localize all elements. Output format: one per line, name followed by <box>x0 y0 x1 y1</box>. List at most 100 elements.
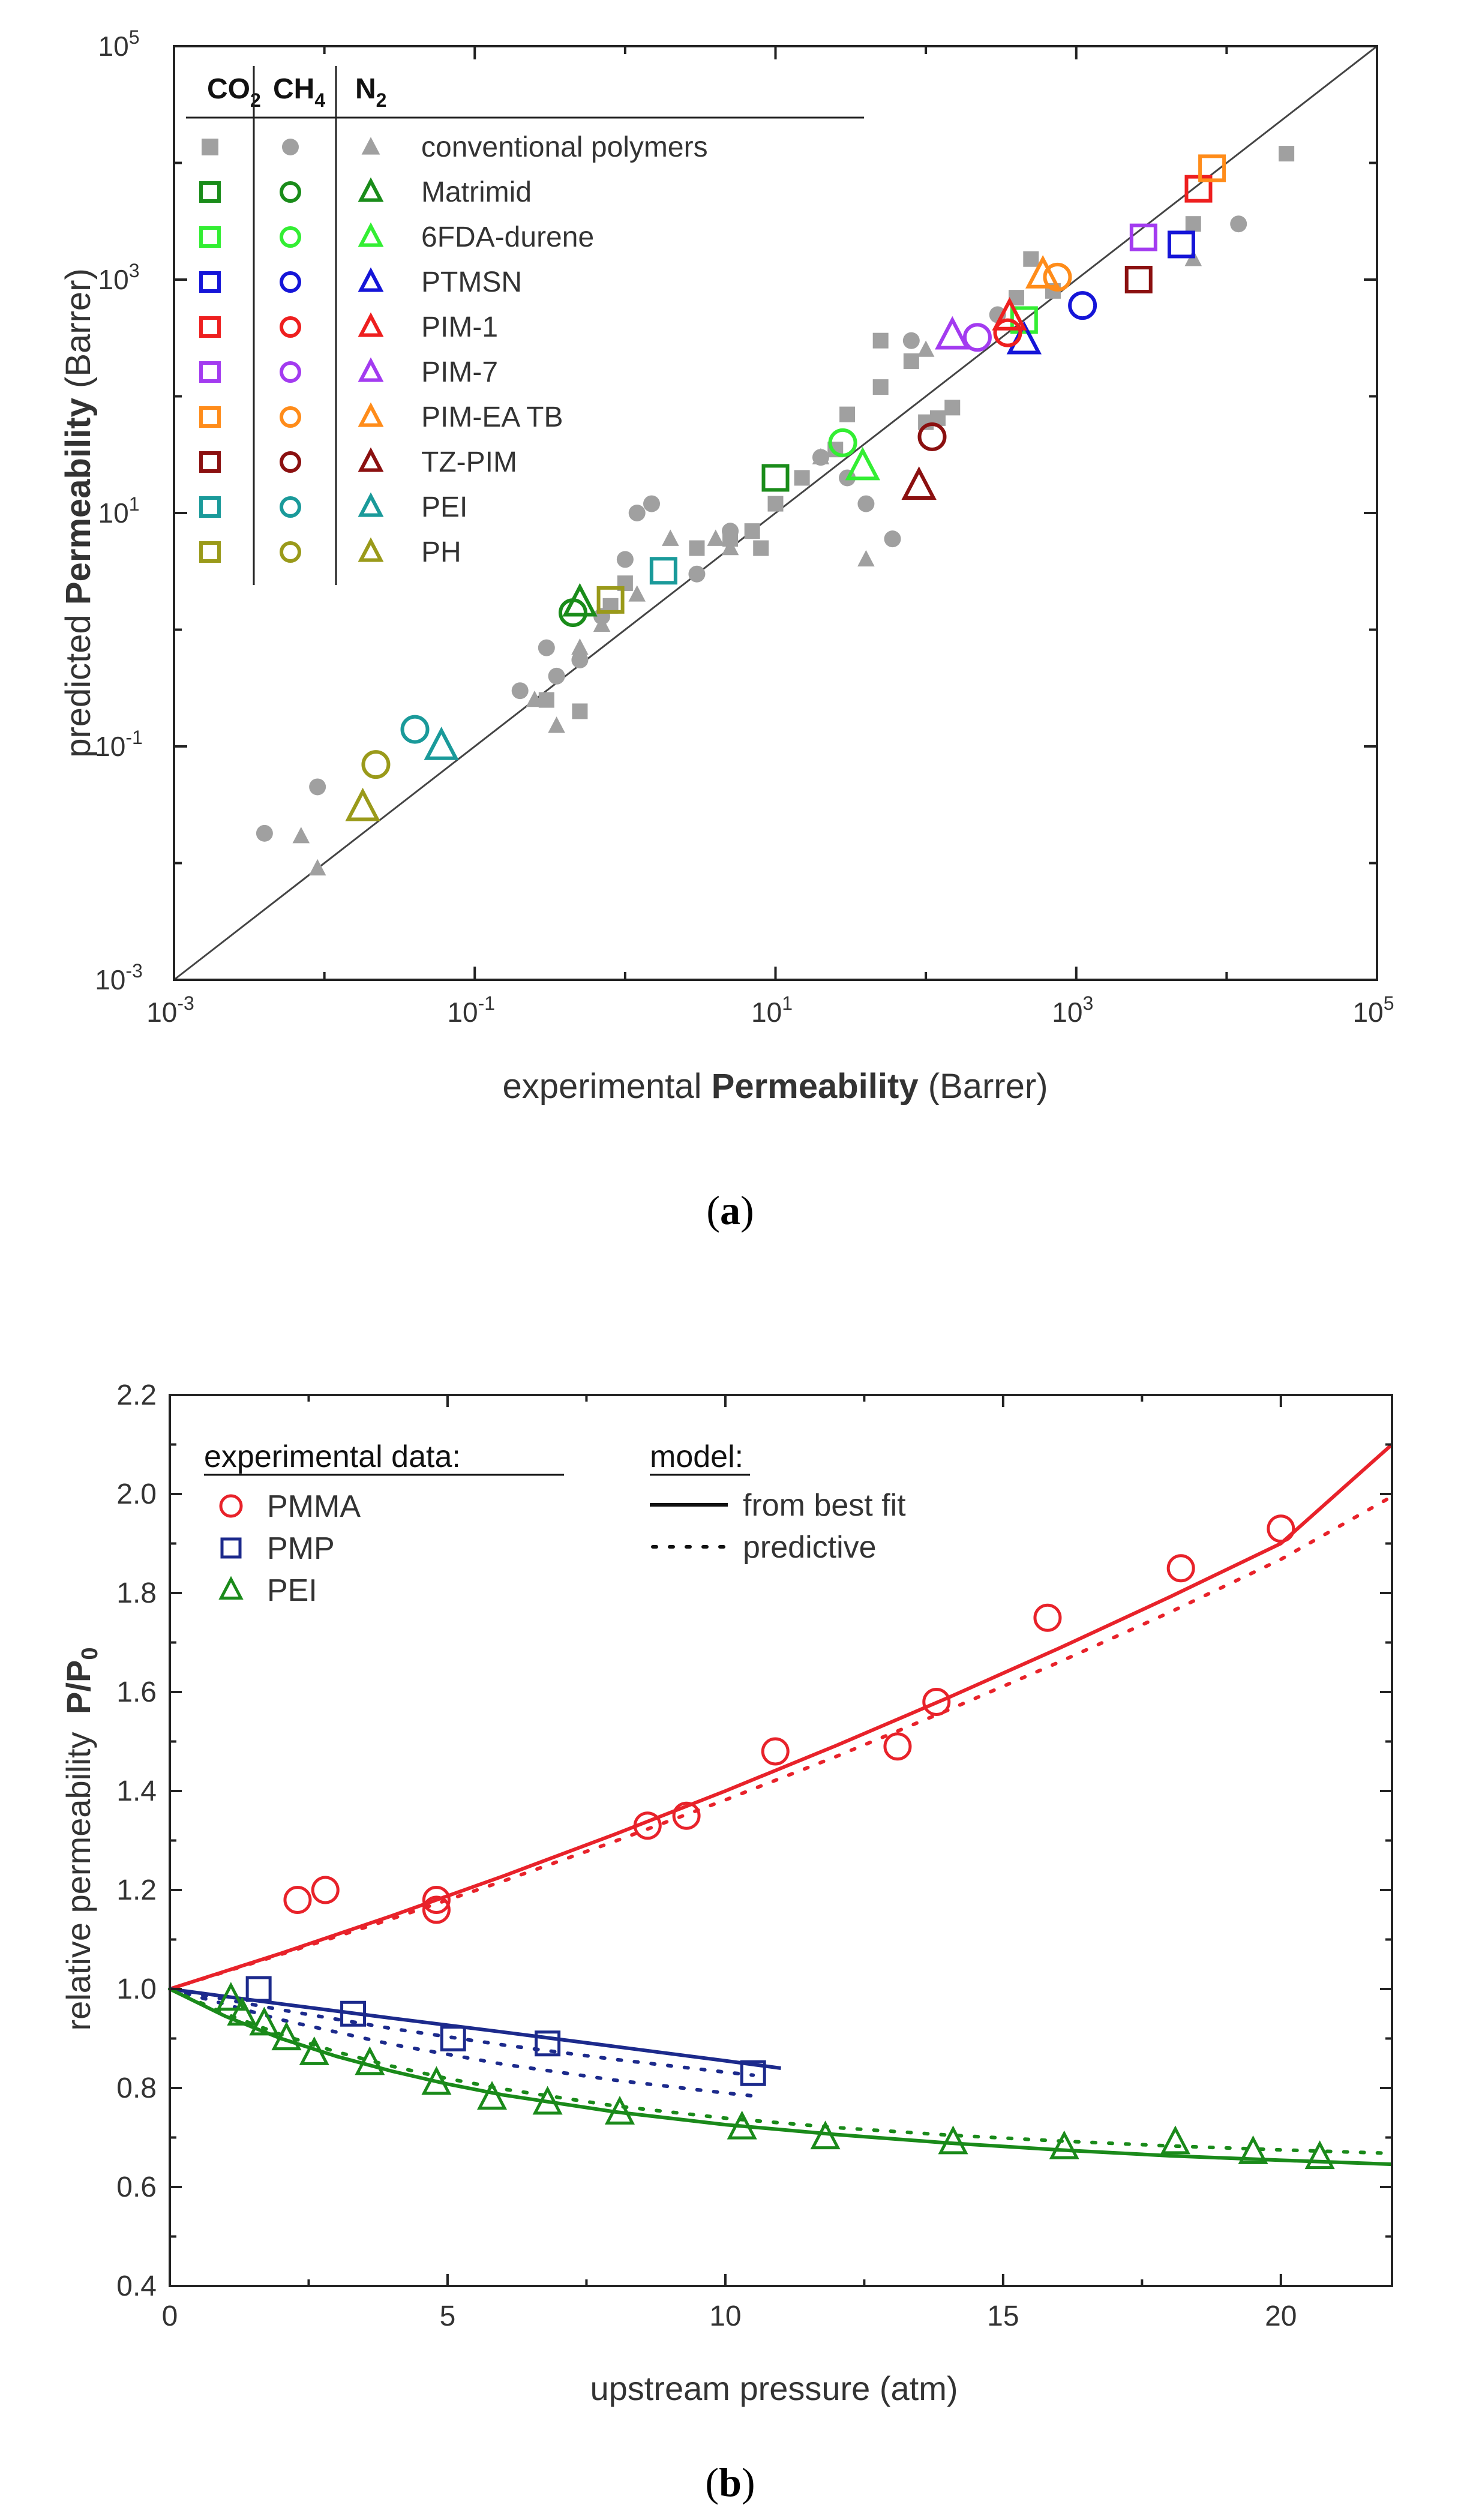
y-tick-label: 1.8 <box>116 1577 157 1609</box>
x-tick-exponent: -1 <box>478 992 495 1014</box>
data-point-pmma <box>422 1895 451 1924</box>
legend-column-header: CO2 <box>207 73 261 111</box>
data-point-pmma <box>922 1688 951 1716</box>
conventional-point-co2 <box>872 379 889 395</box>
legend-marker-pmp <box>220 1537 242 1559</box>
x-tick-exponent: 3 <box>1082 992 1093 1014</box>
conventional-point-co2 <box>1023 251 1039 267</box>
y-tick-exponent: 3 <box>129 260 140 281</box>
x-tick-label: 20 <box>1265 2300 1297 2332</box>
legend-label: PIM-7 <box>421 356 498 388</box>
legend-marker-n2 <box>358 267 384 292</box>
data-point-pei <box>476 2081 508 2110</box>
data-point-pmma <box>422 1886 451 1914</box>
panel-a-conventional-points-layer <box>256 146 1295 876</box>
predictive-line-pmp <box>168 1987 755 2077</box>
legend-header-base: CO <box>207 73 250 105</box>
conventional-point-ch4 <box>548 667 565 685</box>
x-tick-base: 10 <box>1353 997 1384 1028</box>
panel-b-caption-letter: b <box>719 2459 742 2505</box>
y-tick-base: 10 <box>98 264 129 295</box>
conventional-point-co2 <box>1185 216 1201 232</box>
y-tick-label: 1.0 <box>116 1973 157 2005</box>
data-point-pei <box>604 2096 635 2125</box>
y-tick-label: 101 <box>98 493 140 529</box>
y-tick-base: 10 <box>95 964 125 995</box>
conventional-point-ch4 <box>616 551 634 568</box>
data-point-pmp <box>440 2026 466 2051</box>
panel-a-xlabel-bold: Permeability <box>712 1067 919 1106</box>
panel-b-y-axis-label: relative permeability P/P0 <box>59 1648 103 2031</box>
conventional-point-ch4 <box>857 495 875 512</box>
conventional-point-n2 <box>812 448 830 464</box>
data-point-ptmsn-co2 <box>1167 230 1195 259</box>
conventional-point-co2 <box>903 353 919 369</box>
legend-marker-n2 <box>358 402 384 427</box>
legend-label-pei: PEI <box>267 1573 317 1608</box>
legend-label-pmp: PMP <box>267 1531 335 1566</box>
data-point-ph-ch4 <box>361 750 391 779</box>
data-point-pei <box>421 2066 452 2095</box>
data-point-pei <box>271 2021 302 2051</box>
y-tick-base: 10 <box>98 497 129 529</box>
legend-marker-ch4 <box>280 406 301 428</box>
data-point-pmma <box>761 1737 790 1766</box>
legend-header-base: CH <box>273 73 314 105</box>
conventional-point-ch4 <box>511 682 529 700</box>
conventional-point-n2 <box>526 691 544 707</box>
x-tick-label: 105 <box>1353 992 1394 1028</box>
legend-marker-co2 <box>199 496 221 518</box>
legend-marker-ch4 <box>280 541 301 563</box>
x-tick-label: 101 <box>751 992 793 1028</box>
panel-a-ylabel-suffix: (Barrer) <box>59 268 98 388</box>
data-point-tz-pim-co2 <box>1124 266 1153 293</box>
legend-marker-co2 <box>199 541 221 563</box>
x-tick-exponent: 5 <box>1384 992 1394 1014</box>
conventional-point-co2 <box>744 523 760 539</box>
y-tick-label: 1.2 <box>116 1874 157 1906</box>
data-point-pmma <box>1267 1514 1295 1543</box>
conventional-point-n2 <box>308 859 326 876</box>
x-tick-label: 103 <box>1052 992 1093 1028</box>
panel-b-x-axis-label: upstream pressure (atm) <box>590 2369 958 2407</box>
legend-marker-ch4 <box>280 271 301 293</box>
legend-marker-n2 <box>358 537 384 562</box>
legend-label: PEI <box>421 491 467 523</box>
data-point-pim-ea-tb-n2 <box>1025 255 1061 289</box>
legend-label: Matrimid <box>421 176 532 208</box>
legend-experimental-title: experimental data: <box>204 1439 461 1474</box>
panel-a-material-points-layer <box>345 154 1226 821</box>
legend-marker-co2 <box>202 139 218 155</box>
data-point-matrimid-co2 <box>761 464 790 492</box>
legend-label: PTMSN <box>421 266 522 298</box>
panel-a-ylabel-bold: Permeability <box>59 398 98 605</box>
y-tick-exponent: 1 <box>129 493 140 515</box>
data-point-pmp <box>740 2060 766 2086</box>
legend-column-header: N2 <box>355 73 386 111</box>
data-point-pmp <box>535 2030 561 2057</box>
conventional-point-n2 <box>857 550 875 567</box>
y-tick-label: 0.8 <box>116 2072 157 2104</box>
legend-marker-n2 <box>358 357 384 382</box>
data-point-pmma <box>672 1801 701 1830</box>
panel-b-ylabel-prefix: relative permeability <box>59 1732 97 2030</box>
x-tick-label: 10-3 <box>146 992 194 1028</box>
data-point-pim-ea-tb-co2 <box>1198 154 1226 182</box>
legend-marker-n2 <box>358 492 384 517</box>
x-tick-label: 15 <box>987 2300 1019 2332</box>
data-point-pim-1-ch4 <box>993 318 1022 347</box>
predictive-line-pei <box>168 1987 1394 2155</box>
panel-b-ylabel-sub: 0 <box>77 1648 103 1660</box>
data-point-pmma <box>283 1886 312 1914</box>
y-tick-label: 105 <box>98 26 140 62</box>
data-point-pim-1-n2 <box>992 297 1027 331</box>
data-point-pim-7-n2 <box>935 316 970 350</box>
legend-marker-co2 <box>199 316 221 338</box>
data-point-pim-7-ch4 <box>962 323 992 352</box>
x-tick-label: 5 <box>440 2300 456 2332</box>
legend-model-label: from best fit <box>743 1488 906 1523</box>
data-point-pei-n2 <box>424 727 459 760</box>
data-point-pmma <box>1166 1554 1195 1583</box>
fit-line-pmp <box>169 1987 781 2070</box>
